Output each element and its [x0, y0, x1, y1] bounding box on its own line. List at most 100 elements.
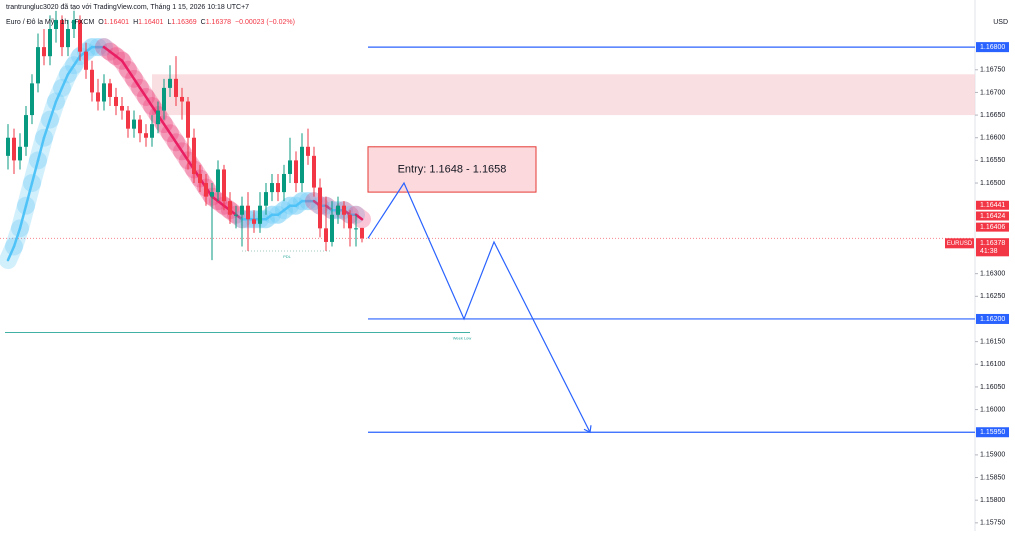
band-line [18, 204, 28, 230]
entry-label: Entry: 1.1648 - 1.1658 [398, 163, 507, 175]
band-line [324, 204, 334, 212]
level-tag [976, 427, 1009, 438]
candle-body [12, 137, 16, 161]
y-tick-label: 1.16000 [980, 406, 1005, 413]
symbol-label: EURUSD [947, 241, 973, 247]
legend-item: 1.16378 [206, 19, 231, 26]
candle-body [234, 214, 238, 216]
candle-body [108, 83, 112, 97]
band-line [84, 45, 94, 53]
band-line [60, 73, 70, 90]
candle-body [216, 169, 220, 193]
candle-body [324, 228, 328, 242]
band-line [162, 122, 172, 135]
candle-body [114, 96, 118, 107]
legend-item: C [201, 19, 206, 26]
legend-item: H [133, 19, 138, 26]
band-line [216, 199, 226, 207]
candle-body [360, 227, 364, 239]
band-line [168, 131, 178, 144]
y-tick-label: 1.16150 [980, 338, 1005, 345]
projection-path [367, 181, 591, 433]
candle-body [306, 146, 310, 156]
band-line [24, 181, 34, 207]
band-line [30, 159, 40, 185]
y-tick-label: 1.16100 [980, 361, 1005, 368]
supply-zone [152, 74, 975, 116]
band-line [144, 95, 154, 108]
candle-body [48, 28, 52, 57]
candle-body [138, 119, 142, 134]
candle-body [162, 87, 166, 111]
price-tag-label: 1.16406 [980, 224, 1005, 231]
candle-body [132, 119, 136, 129]
band-line [102, 45, 112, 53]
candle-body [198, 173, 202, 184]
band-line [180, 150, 190, 162]
band-line [48, 100, 58, 121]
candle-body [228, 201, 232, 215]
band-line [114, 54, 124, 62]
candle-body [330, 214, 334, 242]
candle-body [150, 124, 154, 138]
legend-item: −0.00023 (−0.02%) [235, 19, 295, 26]
level-tag-label: 1.16800 [980, 44, 1005, 51]
candle-body [120, 106, 124, 111]
candle-body [276, 183, 280, 193]
band-line [282, 204, 292, 212]
candle-body [210, 192, 214, 197]
legend-item: Euro / Đô la Mỹ · 1h · FXCM [6, 19, 94, 26]
y-tick-label: 1.15800 [980, 497, 1005, 504]
band-line [174, 141, 184, 153]
y-tick-label: 1.16650 [980, 112, 1005, 119]
candle-body [270, 183, 274, 193]
candle-body [84, 51, 88, 70]
legend-item: O [98, 19, 104, 26]
candle-body [168, 78, 172, 88]
price-tag [976, 222, 1009, 232]
price-tag [976, 200, 1009, 210]
band-line [138, 86, 148, 99]
candle-body [156, 110, 160, 125]
symbol-tag [945, 238, 974, 249]
candle-body [204, 183, 208, 197]
candle-body [342, 205, 346, 215]
pdl-label: PDL [283, 254, 292, 259]
y-tick-label: 1.16550 [980, 157, 1005, 164]
y-tick-label: 1.15850 [980, 474, 1005, 481]
band-line [6, 245, 16, 262]
legend: Euro / Đô la Mỹ · 1h · FXCM O 1.16401 H 1.16… [6, 19, 295, 26]
candle-body [102, 83, 106, 102]
y-tick-label: 1.16300 [980, 270, 1005, 277]
y-tick-label: 1.15750 [980, 520, 1005, 527]
candle-body [300, 146, 304, 184]
candle-body [348, 214, 352, 229]
level-tag [976, 313, 1009, 324]
y-tick-label: 1.16050 [980, 384, 1005, 391]
candle-body [30, 83, 34, 116]
candle-body [36, 47, 40, 84]
candle-body [78, 19, 82, 52]
candle-body [72, 19, 76, 29]
candle-body [18, 146, 22, 161]
candle-body [144, 133, 148, 138]
projection-arrowhead [583, 425, 592, 434]
candle-body [246, 205, 250, 220]
band-line [294, 199, 304, 207]
credit: trantrungluc3020 đã tạo với TradingView.… [6, 4, 249, 11]
y-tick-label: 1.16250 [980, 293, 1005, 300]
candle-body [54, 19, 58, 29]
legend-item: 1.16401 [138, 19, 163, 26]
y-tick-label: 1.15900 [980, 452, 1005, 459]
y-tick-label: 1.16700 [980, 89, 1005, 96]
last-price-tag [976, 238, 1009, 257]
candle-body [240, 205, 244, 215]
candle-body [126, 110, 130, 129]
y-tick-label: 1.16750 [980, 67, 1005, 74]
band-line [12, 227, 22, 248]
candle-body [60, 19, 64, 48]
y-tick-label: 1.16500 [980, 180, 1005, 187]
price-tag-label: 1.16424 [980, 213, 1005, 220]
entry-box [367, 146, 537, 193]
